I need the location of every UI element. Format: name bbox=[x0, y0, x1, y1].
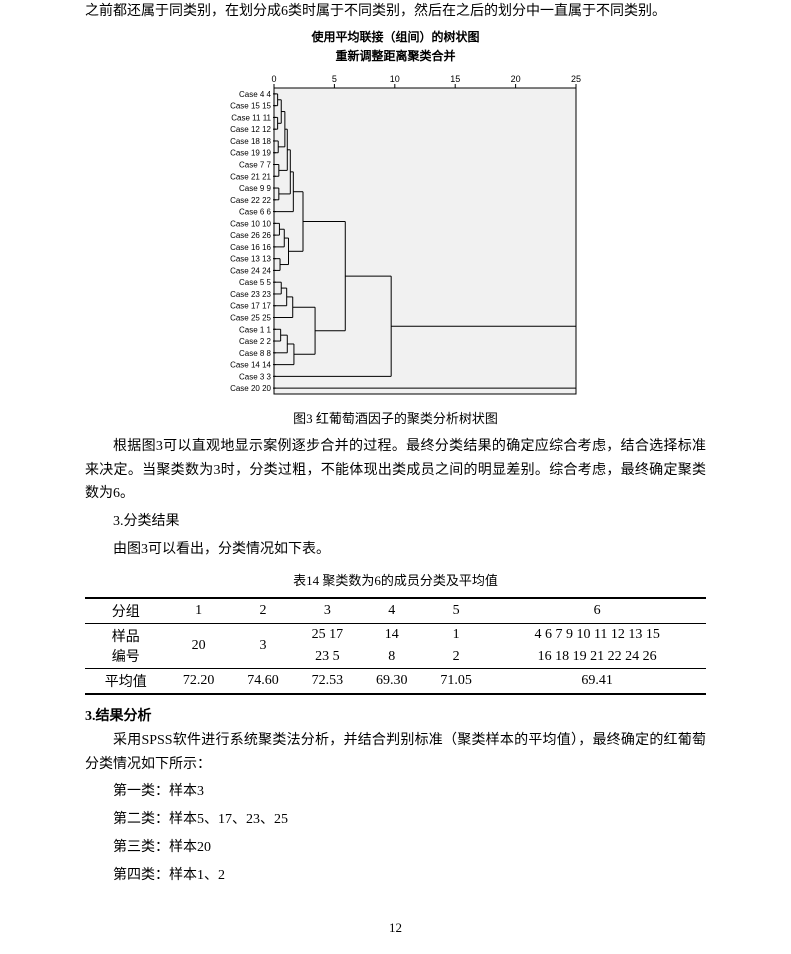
top-paragraph: 之前都还属于同类别，在划分成6类时属于不同类别，然后在之后的划分中一直属于不同类… bbox=[85, 0, 706, 24]
table-cell: 4 6 7 9 10 11 12 13 15 bbox=[488, 623, 706, 646]
table-header-cell: 1 bbox=[166, 598, 230, 624]
svg-text:Case 3 3: Case 3 3 bbox=[238, 372, 271, 381]
table-cell: 72.20 bbox=[166, 668, 230, 694]
svg-text:10: 10 bbox=[389, 74, 399, 84]
svg-text:5: 5 bbox=[331, 74, 336, 84]
table-header-cell: 分组 bbox=[85, 598, 166, 624]
dendro-title-1: 使用平均联接（组间）的树状图 bbox=[85, 28, 706, 45]
page-number: 12 bbox=[0, 920, 791, 936]
table-cell: 14 bbox=[360, 623, 424, 646]
section-3-heading: 3.结果分析 bbox=[85, 705, 706, 725]
svg-text:Case 19 19: Case 19 19 bbox=[230, 149, 271, 158]
table-cell: 25 17 bbox=[295, 623, 359, 646]
svg-text:Case 9 9: Case 9 9 bbox=[238, 184, 271, 193]
svg-text:Case 17 17: Case 17 17 bbox=[230, 302, 271, 311]
figure-caption: 图3 红葡萄酒因子的聚类分析树状图 bbox=[85, 408, 706, 427]
class-item: 第二类：样本5、17、23、25 bbox=[85, 808, 706, 832]
svg-text:Case 22 22: Case 22 22 bbox=[230, 196, 271, 205]
table-cell: 8 bbox=[360, 646, 424, 669]
subsection-3-heading: 3.分类结果 bbox=[85, 510, 706, 534]
svg-text:Case 4 4: Case 4 4 bbox=[238, 90, 271, 99]
svg-text:Case 6 6: Case 6 6 bbox=[238, 207, 271, 216]
table-header-cell: 3 bbox=[295, 598, 359, 624]
dendrogram-chart: 0 5 10 15 20 25 Case 4 4 Case 15 15 Case 11 11 Ca… bbox=[85, 70, 706, 400]
svg-text:15: 15 bbox=[450, 74, 460, 84]
svg-text:25: 25 bbox=[570, 74, 580, 84]
class-item: 第一类：样本3 bbox=[85, 780, 706, 804]
svg-text:Case 26 26: Case 26 26 bbox=[230, 231, 271, 240]
svg-text:Case 1 1: Case 1 1 bbox=[238, 325, 271, 334]
class-item: 第三类：样本20 bbox=[85, 836, 706, 860]
svg-text:Case 14 14: Case 14 14 bbox=[230, 360, 271, 369]
table-caption: 表14 聚类数为6的成员分类及平均值 bbox=[85, 570, 706, 589]
table-cell: 74.60 bbox=[231, 668, 295, 694]
svg-text:Case 24 24: Case 24 24 bbox=[230, 266, 271, 275]
after-figure-paragraph: 根据图3可以直观地显示案例逐步合并的过程。最终分类结果的确定应综合考虑，结合选择… bbox=[85, 435, 706, 506]
table-cell: 1 bbox=[424, 623, 488, 646]
svg-text:Case 10 10: Case 10 10 bbox=[230, 219, 271, 228]
table-cell: 23 5 bbox=[295, 646, 359, 669]
svg-text:Case 25 25: Case 25 25 bbox=[230, 313, 271, 322]
table-cell: 2 bbox=[424, 646, 488, 669]
table-cell: 72.53 bbox=[295, 668, 359, 694]
avg-label-cell: 平均值 bbox=[85, 668, 166, 694]
svg-text:Case 15 15: Case 15 15 bbox=[230, 101, 271, 110]
section-3-paragraph: 采用SPSS软件进行系统聚类法分析，并结合判别标准（聚类样本的平均值），最终确定… bbox=[85, 729, 706, 777]
svg-text:Case 13 13: Case 13 13 bbox=[230, 254, 271, 263]
table-cell: 16 18 19 21 22 24 26 bbox=[488, 646, 706, 669]
table-header-cell: 2 bbox=[231, 598, 295, 624]
table-cell: 69.41 bbox=[488, 668, 706, 694]
svg-text:Case 5 5: Case 5 5 bbox=[238, 278, 271, 287]
table-header-cell: 6 bbox=[488, 598, 706, 624]
svg-text:Case 8 8: Case 8 8 bbox=[238, 349, 271, 358]
after-3-line: 由图3可以看出，分类情况如下表。 bbox=[85, 538, 706, 562]
svg-text:Case 23 23: Case 23 23 bbox=[230, 290, 271, 299]
svg-text:Case 16 16: Case 16 16 bbox=[230, 243, 271, 252]
table-cell: 20 bbox=[166, 623, 230, 668]
dendro-title-2: 重新调整距离聚类合并 bbox=[85, 47, 706, 64]
table-cell: 69.30 bbox=[360, 668, 424, 694]
table-cell: 71.05 bbox=[424, 668, 488, 694]
svg-text:Case 11 11: Case 11 11 bbox=[231, 113, 271, 122]
cluster-table: 分组123456 样品编号20325 171414 6 7 9 10 11 12… bbox=[85, 597, 706, 695]
svg-text:Case 18 18: Case 18 18 bbox=[230, 137, 271, 146]
svg-text:0: 0 bbox=[271, 74, 276, 84]
svg-text:Case 12 12: Case 12 12 bbox=[230, 125, 271, 134]
row-label-cell: 样品编号 bbox=[85, 623, 166, 668]
svg-text:20: 20 bbox=[510, 74, 520, 84]
dendrogram-titles: 使用平均联接（组间）的树状图 重新调整距离聚类合并 bbox=[85, 28, 706, 64]
svg-text:Case 7 7: Case 7 7 bbox=[238, 160, 271, 169]
svg-text:Case 20 20: Case 20 20 bbox=[230, 384, 271, 393]
table-header-cell: 5 bbox=[424, 598, 488, 624]
table-cell: 3 bbox=[231, 623, 295, 668]
svg-text:Case 21 21: Case 21 21 bbox=[230, 172, 271, 181]
svg-text:Case 2 2: Case 2 2 bbox=[238, 337, 271, 346]
class-item: 第四类：样本1、2 bbox=[85, 864, 706, 888]
table-header-cell: 4 bbox=[360, 598, 424, 624]
